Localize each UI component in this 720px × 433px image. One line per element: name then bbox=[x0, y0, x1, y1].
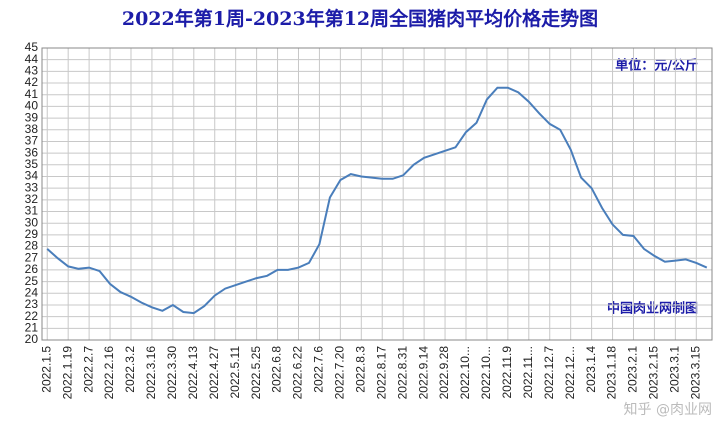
x-tick-label: 2022.9.14 bbox=[416, 346, 430, 400]
x-tick-label: 2023.3.15 bbox=[688, 346, 702, 400]
x-tick-label: 2023.1.4 bbox=[584, 346, 598, 393]
x-tick-label: 2022.4.27 bbox=[207, 346, 221, 400]
x-tick-label: 2022.8.3 bbox=[353, 346, 367, 393]
x-tick-label: 2023.2.15 bbox=[647, 346, 661, 400]
x-tick-label: 2022.8.31 bbox=[395, 346, 409, 400]
y-tick-label: 30 bbox=[25, 215, 39, 229]
x-tick-label: 2022.10... bbox=[479, 346, 493, 399]
y-tick-label: 32 bbox=[25, 192, 39, 206]
chart-title: 2022年第1周-2023年第12周全国猪肉平均价格走势图 bbox=[122, 7, 598, 30]
y-tick-label: 27 bbox=[25, 250, 39, 264]
y-tick-label: 20 bbox=[25, 332, 39, 346]
x-tick-label: 2022.1.5 bbox=[39, 346, 53, 393]
x-tick-label: 2023.3.1 bbox=[668, 346, 682, 393]
price-line bbox=[46, 86, 708, 315]
unit-note: 单位：元/公斤 bbox=[615, 58, 698, 74]
plot-frame bbox=[41, 47, 713, 341]
x-tick-label: 2022.6.8 bbox=[270, 346, 284, 393]
y-tick-label: 41 bbox=[25, 87, 39, 101]
x-tick-label: 2022.11.9 bbox=[500, 346, 514, 399]
x-tick-label: 2022.7.20 bbox=[333, 346, 347, 400]
y-tick-label: 33 bbox=[25, 180, 39, 194]
y-tick-label: 34 bbox=[25, 169, 39, 183]
y-tick-label: 29 bbox=[25, 227, 39, 241]
x-tick-label: 2022.9.28 bbox=[437, 346, 451, 400]
y-tick-label: 28 bbox=[25, 239, 39, 253]
x-tick-label: 2022.3.16 bbox=[144, 346, 158, 400]
y-tick-label: 24 bbox=[25, 285, 39, 299]
y-tick-label: 26 bbox=[25, 262, 39, 276]
x-tick-label: 2022.1.19 bbox=[60, 346, 74, 400]
y-tick-label: 40 bbox=[25, 99, 39, 113]
y-tick-label: 45 bbox=[25, 40, 39, 54]
y-tick-label: 36 bbox=[25, 145, 39, 159]
y-tick-label: 21 bbox=[25, 320, 39, 334]
x-tick-label: 2022.2.7 bbox=[81, 346, 95, 393]
x-tick-label: 2022.6.22 bbox=[291, 346, 305, 400]
source-note: 中国肉业网制图 bbox=[607, 301, 698, 317]
x-tick-label: 2022.12.7 bbox=[542, 346, 556, 400]
x-tick-label: 2022.5.25 bbox=[249, 346, 263, 400]
x-tick-label: 2022.2.16 bbox=[102, 346, 116, 400]
x-tick-label: 2023.1.18 bbox=[605, 346, 619, 400]
y-tick-label: 42 bbox=[25, 75, 39, 89]
y-tick-label: 35 bbox=[25, 157, 39, 171]
x-tick-label: 2022.4.13 bbox=[186, 346, 200, 400]
x-tick-label: 2022.8.17 bbox=[374, 346, 388, 400]
y-tick-label: 23 bbox=[25, 297, 39, 311]
y-tick-label: 39 bbox=[25, 110, 39, 124]
watermark: 知乎 @肉业网 bbox=[624, 401, 712, 418]
y-tick-label: 43 bbox=[25, 64, 39, 78]
y-tick-label: 25 bbox=[25, 274, 39, 288]
x-tick-label: 2022.10... bbox=[458, 346, 472, 399]
y-tick-label: 38 bbox=[25, 122, 39, 136]
x-tick-label: 2022.3.30 bbox=[165, 346, 179, 400]
x-tick-label: 2022.11... bbox=[521, 346, 535, 399]
x-tick-label: 2022.5.11 bbox=[228, 346, 242, 399]
y-tick-label: 44 bbox=[25, 52, 39, 66]
x-tick-label: 2023.2.1 bbox=[626, 346, 640, 393]
x-tick-label: 2022.7.6 bbox=[312, 346, 326, 393]
y-tick-label: 31 bbox=[25, 204, 39, 218]
y-tick-label: 22 bbox=[25, 309, 39, 323]
x-tick-label: 2022.3.2 bbox=[123, 346, 137, 393]
y-tick-label: 37 bbox=[25, 134, 39, 148]
x-tick-label: 2022.12... bbox=[563, 346, 577, 399]
